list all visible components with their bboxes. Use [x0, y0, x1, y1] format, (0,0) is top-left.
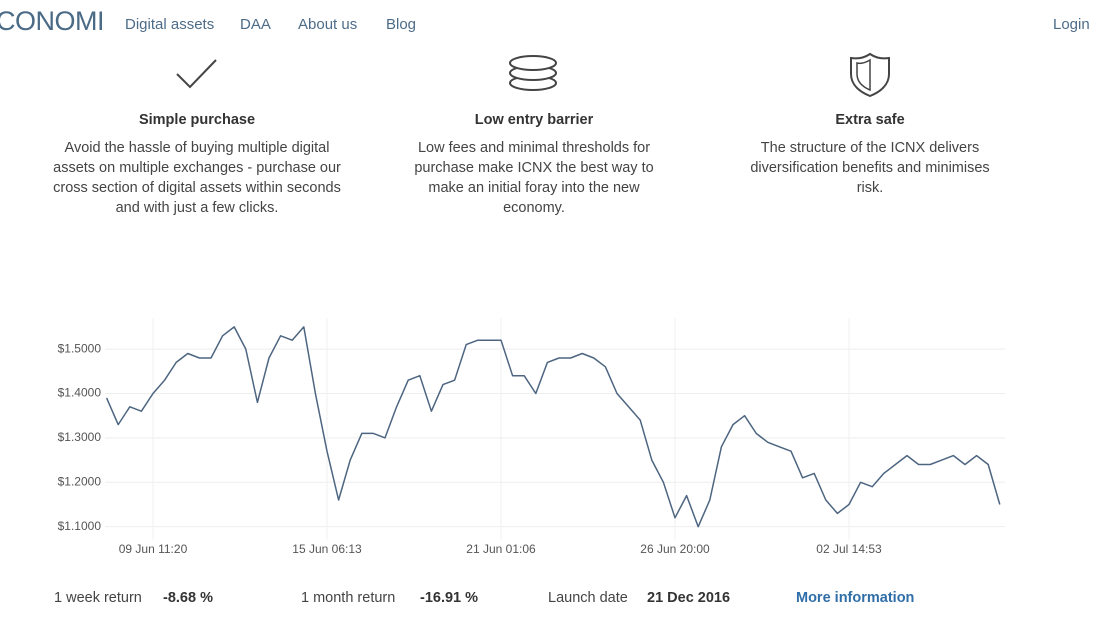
- x-tick-label: 21 Jun 01:06: [466, 542, 536, 556]
- nav-link[interactable]: About us: [298, 16, 358, 33]
- stat-value: 21 Dec 2016: [647, 590, 731, 606]
- stat-label: 1 month return: [301, 590, 396, 606]
- y-tick-label: $1.1000: [58, 519, 102, 533]
- y-tick-label: $1.5000: [58, 341, 102, 355]
- price-line: [105, 326, 1001, 528]
- shield-icon: [850, 52, 890, 98]
- feature-text: Low fees and minimal thresholds for purc…: [414, 140, 654, 216]
- x-tick-label: 26 Jun 20:00: [640, 542, 710, 556]
- logo[interactable]: CONOMI: [0, 6, 105, 36]
- stat-value: -16.91 %: [420, 590, 479, 606]
- y-tick-label: $1.4000: [58, 386, 102, 400]
- stat-value: -8.68 %: [163, 590, 213, 606]
- check-icon: [176, 59, 217, 89]
- feature-title: Extra safe: [835, 112, 905, 128]
- x-tick-label: 02 Jul 14:53: [816, 542, 882, 556]
- x-tick-label: 09 Jun 11:20: [119, 542, 188, 556]
- y-tick-label: $1.3000: [58, 430, 102, 444]
- login-link[interactable]: Login: [1053, 16, 1090, 33]
- feature-text: The structure of the ICNX delivers diver…: [750, 140, 990, 196]
- nav-link[interactable]: Digital assets: [125, 16, 215, 33]
- y-tick-label: $1.2000: [58, 474, 102, 488]
- stat-label: Launch date: [548, 590, 628, 606]
- more-information-link[interactable]: More information: [796, 590, 915, 606]
- nav-link[interactable]: DAA: [240, 16, 271, 33]
- feature-title: Low entry barrier: [474, 112, 594, 128]
- feature-text: Avoid the hassle of buying multiple digi…: [53, 140, 341, 216]
- feature-title: Simple purchase: [138, 112, 256, 128]
- nav-link[interactable]: Blog: [386, 16, 417, 33]
- x-tick-label: 15 Jun 06:13: [292, 542, 362, 556]
- coins-icon: [509, 55, 557, 91]
- stat-label: 1 week return: [54, 590, 142, 606]
